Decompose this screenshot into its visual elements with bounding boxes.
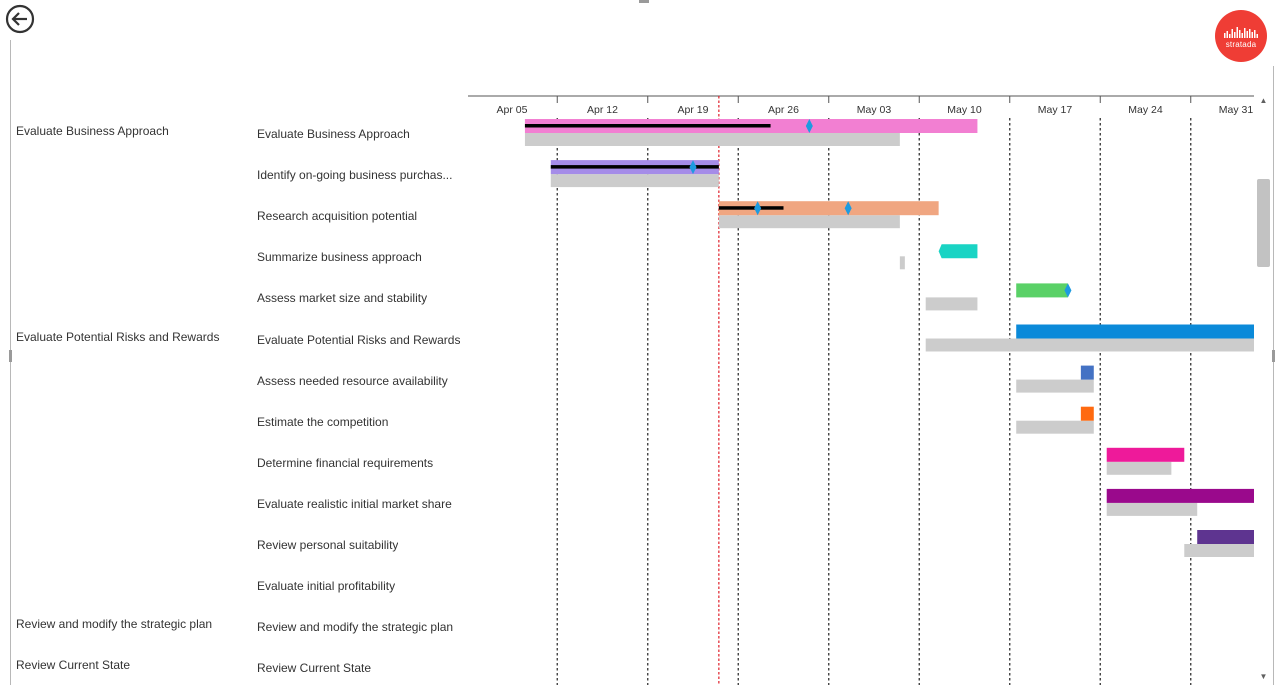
scroll-thumb[interactable] <box>1257 179 1270 267</box>
task-bar <box>1016 283 1068 298</box>
task-label[interactable]: Assess needed resource availability <box>257 373 448 388</box>
baseline-bar <box>925 297 978 311</box>
gantt-bars <box>524 119 1254 557</box>
task-label[interactable]: Evaluate realistic initial market share <box>257 496 452 511</box>
task-bar <box>1197 530 1254 544</box>
task-label[interactable]: Review Current State <box>257 661 372 676</box>
task-label[interactable]: Summarize business approach <box>257 250 422 265</box>
progress-line <box>524 124 771 128</box>
baseline-bar <box>1106 502 1198 516</box>
group-label: Evaluate Potential Risks and Rewards <box>16 329 220 344</box>
baseline-bar <box>1016 379 1094 393</box>
timeline-tick-label: May 03 <box>857 104 892 116</box>
task-label[interactable]: Review and modify the strategic plan <box>257 620 454 635</box>
task-bar <box>1016 324 1254 339</box>
stratada-logo: stratada <box>1215 10 1267 62</box>
baseline-bar <box>899 256 905 270</box>
back-arrow-icon <box>5 4 35 34</box>
scroll-up-arrow-icon[interactable]: ▲ <box>1259 96 1268 105</box>
scroll-down-arrow-icon[interactable]: ▼ <box>1259 672 1268 681</box>
task-label[interactable]: Estimate the competition <box>257 414 389 429</box>
group-label: Evaluate Business Approach <box>16 124 169 138</box>
milestone-marker <box>805 119 813 133</box>
timeline-tick-label: May 17 <box>1038 104 1073 116</box>
baseline-bar <box>1106 461 1172 475</box>
top-resize-handle[interactable] <box>639 0 649 3</box>
milestone-marker <box>1064 283 1072 298</box>
group-label: Review Current State <box>16 658 131 673</box>
progress-line <box>718 206 784 210</box>
timeline-tick-label: Apr 05 <box>497 104 528 116</box>
milestone-marker <box>844 201 852 216</box>
task-label[interactable]: Research acquisition potential <box>257 209 418 224</box>
task-label[interactable]: Review personal suitability <box>257 538 399 552</box>
baseline-bar <box>1016 420 1094 434</box>
baseline-bar <box>550 174 719 188</box>
task-label[interactable]: Evaluate Business Approach <box>257 127 410 141</box>
baseline-bar <box>524 133 900 146</box>
task-bar <box>1080 406 1094 421</box>
logo-bars-icon <box>1224 27 1258 38</box>
frame-left-border <box>10 40 11 685</box>
task-bar <box>1106 488 1254 503</box>
logo-text: stratada <box>1225 40 1257 49</box>
timeline-tick-label: May 10 <box>947 104 982 116</box>
back-button[interactable] <box>5 4 35 34</box>
group-label: Review and modify the strategic plan <box>16 617 213 632</box>
left-resize-handle[interactable] <box>9 350 12 362</box>
task-bar <box>1080 365 1094 380</box>
timeline-tick-label: May 24 <box>1128 104 1163 116</box>
baseline-bar <box>718 215 900 229</box>
frame-right-border <box>1273 66 1274 685</box>
task-label[interactable]: Evaluate Potential Risks and Rewards <box>257 332 461 347</box>
milestone-marker <box>754 201 762 216</box>
milestone-marker <box>689 160 697 175</box>
progress-line <box>550 165 719 169</box>
task-bar <box>938 244 978 259</box>
vertical-scrollbar[interactable]: ▲ ▼ <box>1255 95 1272 685</box>
task-label[interactable]: Evaluate initial profitability <box>257 579 396 594</box>
task-label[interactable]: Assess market size and stability <box>257 291 428 306</box>
task-label[interactable]: Determine financial requirements <box>257 455 434 470</box>
task-bar <box>1106 447 1185 462</box>
baseline-bar <box>925 338 1254 352</box>
task-label[interactable]: Identify on-going business purchas... <box>257 168 453 183</box>
task-bar <box>718 201 939 216</box>
timeline-tick-label: Apr 19 <box>678 104 709 116</box>
timeline-tick-label: Apr 26 <box>768 104 799 116</box>
right-resize-handle[interactable] <box>1272 350 1275 362</box>
baseline-bar <box>1184 544 1254 557</box>
timeline-tick-label: Apr 12 <box>587 104 618 116</box>
timeline-tick-label: May 31 <box>1219 104 1254 116</box>
